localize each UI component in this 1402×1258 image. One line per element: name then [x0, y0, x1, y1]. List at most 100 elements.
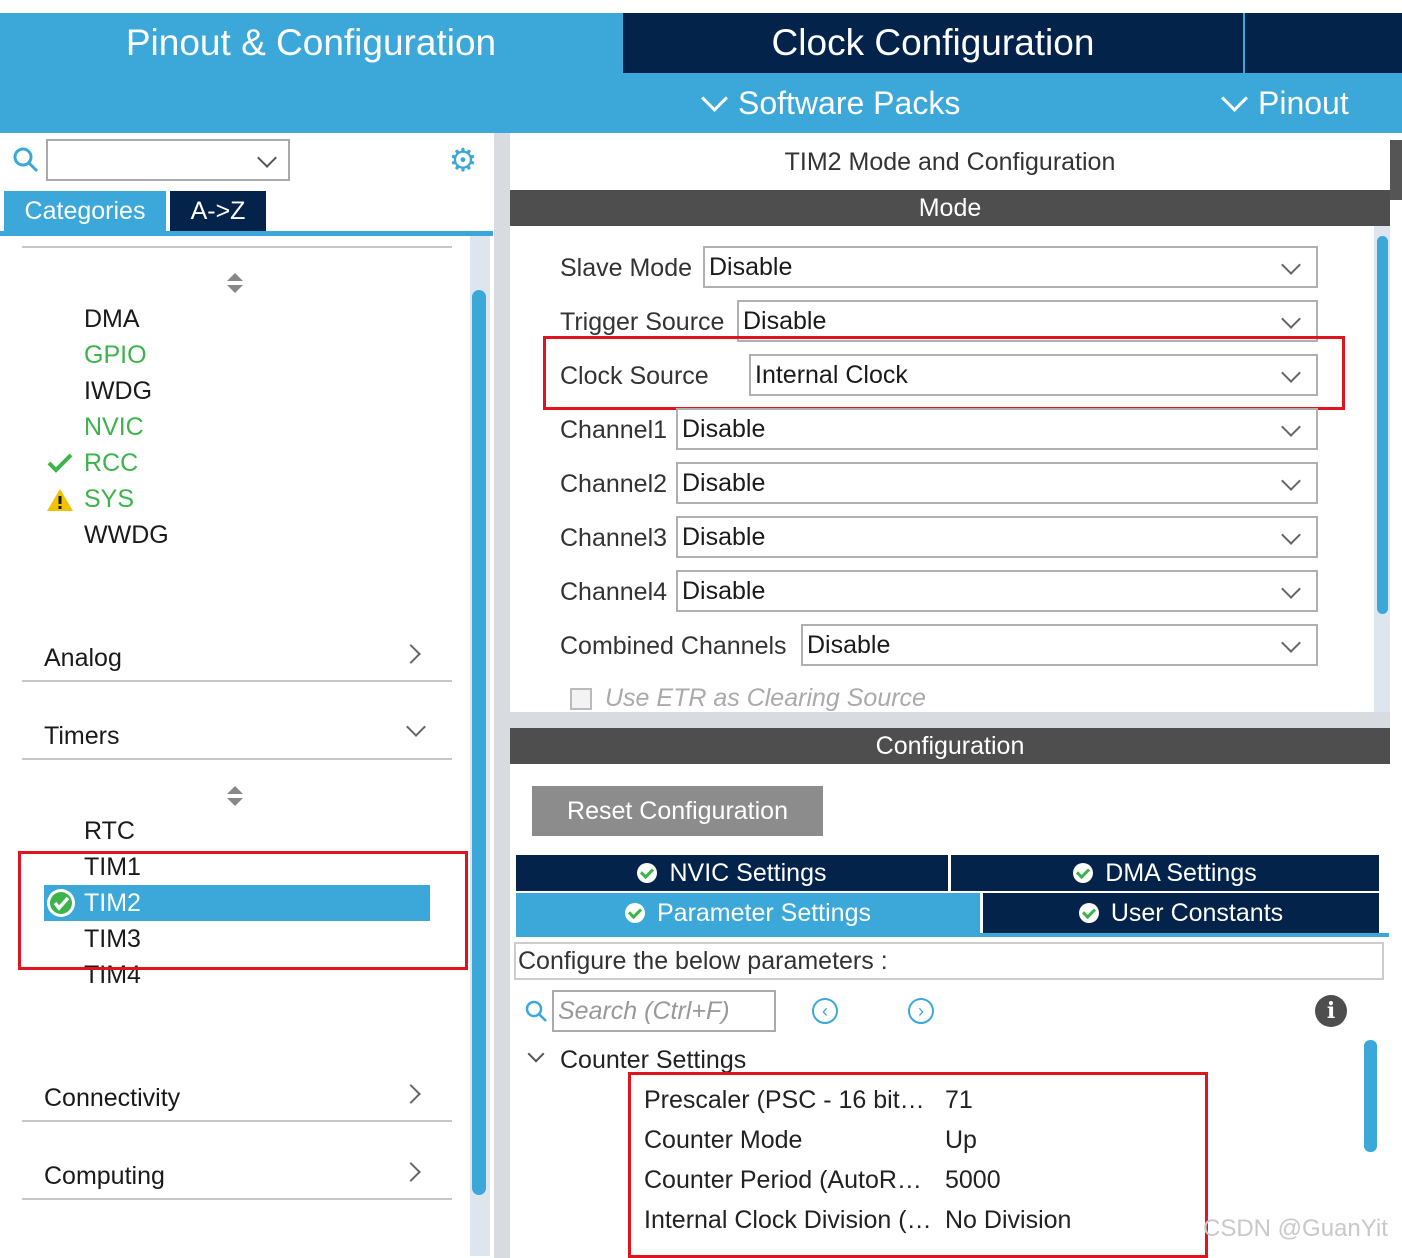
parameter-search-input[interactable]: Search (Ctrl+F)	[552, 990, 776, 1032]
panel-splitter-horizontal[interactable]	[510, 712, 1390, 728]
pinout-menu[interactable]: Pinout	[1221, 85, 1349, 122]
etr-checkbox[interactable]	[570, 688, 592, 710]
chevron-down-icon	[257, 148, 277, 168]
sidebar-scrollbar[interactable]	[472, 290, 486, 1195]
search-icon[interactable]	[524, 999, 548, 1023]
tab-user-constants[interactable]: User Constants	[983, 893, 1379, 933]
sidebar-item-sys[interactable]: SYS	[84, 485, 135, 513]
sort-icon[interactable]	[227, 786, 243, 808]
sidebar-item-dma[interactable]: DMA	[84, 305, 140, 333]
sidebar-item-tim3[interactable]: TIM3	[84, 925, 141, 953]
info-icon[interactable]: i	[1315, 995, 1347, 1027]
tab-clock-configuration[interactable]: Clock Configuration	[623, 13, 1243, 73]
section-computing[interactable]: Computing	[44, 1162, 165, 1190]
combined-channels-select[interactable]: Disable	[801, 624, 1318, 666]
mode-header: Mode	[510, 190, 1390, 226]
param-clock-division-name: Internal Clock Division (…	[644, 1206, 932, 1234]
panel-title: TIM2 Mode and Configuration	[784, 147, 1116, 176]
chevron-down-icon	[1281, 579, 1301, 599]
warning-icon	[47, 489, 73, 511]
channel1-select[interactable]: Disable	[676, 408, 1318, 450]
tab-a-z[interactable]: A->Z	[170, 191, 266, 231]
tab-categories[interactable]: Categories	[4, 191, 166, 231]
sidebar-item-nvic[interactable]: NVIC	[84, 413, 144, 441]
section-timers[interactable]: Timers	[44, 722, 120, 750]
panel-splitter[interactable]	[494, 133, 510, 1258]
channel3-select[interactable]: Disable	[676, 516, 1318, 558]
check-icon	[47, 453, 73, 473]
param-prescaler-name: Prescaler (PSC - 16 bit…	[644, 1086, 925, 1114]
tab-dma-settings[interactable]: DMA Settings	[951, 855, 1379, 891]
divider	[22, 758, 452, 760]
param-counter-mode-value[interactable]: Up	[945, 1126, 977, 1154]
section-connectivity[interactable]: Connectivity	[44, 1084, 181, 1112]
tab-parameter-settings[interactable]: Parameter Settings	[516, 893, 980, 933]
section-analog[interactable]: Analog	[44, 644, 122, 672]
chevron-down-icon	[701, 85, 728, 112]
trigger-source-select[interactable]: Disable	[737, 300, 1318, 342]
divider	[22, 1120, 452, 1122]
tab-underline	[516, 933, 1389, 937]
sidebar-item-tim4[interactable]: TIM4	[84, 961, 141, 989]
slave-mode-label: Slave Mode	[560, 254, 693, 282]
configure-instructions: Configure the below parameters :	[514, 942, 1384, 980]
sidebar-item-wwdg[interactable]: WWDG	[84, 521, 169, 549]
sidebar-item-rcc[interactable]: RCC	[84, 449, 139, 477]
parameters-scrollbar[interactable]	[1364, 1040, 1377, 1152]
watermark: CSDN @GuanYit	[1203, 1215, 1388, 1242]
counter-settings-group[interactable]: Counter Settings	[560, 1046, 747, 1074]
tab-pinout-configuration[interactable]: Pinout & Configuration	[125, 22, 497, 63]
tab-underline	[0, 231, 493, 236]
sidebar-item-iwdg[interactable]: IWDG	[84, 377, 153, 405]
divider	[22, 1198, 452, 1200]
chevron-down-icon	[1281, 255, 1301, 275]
check-circle-icon	[625, 903, 645, 923]
pinout-label: Pinout	[1258, 85, 1349, 121]
mode-scrollbar[interactable]	[1377, 236, 1388, 614]
left-panel	[0, 133, 493, 1258]
channel3-label: Channel3	[560, 524, 668, 552]
channel1-label: Channel1	[560, 416, 668, 444]
software-packs-label: Software Packs	[738, 85, 961, 121]
search-combo[interactable]	[46, 139, 290, 181]
highlight-box-timers	[18, 851, 468, 970]
sidebar-item-gpio[interactable]: GPIO	[84, 341, 147, 369]
channel2-label: Channel2	[560, 470, 668, 498]
check-circle-icon	[1073, 863, 1094, 883]
sidebar-item-tim2[interactable]: TIM2	[84, 889, 141, 917]
slave-mode-select[interactable]: Disable	[703, 246, 1318, 288]
chevron-down-icon	[1281, 417, 1301, 437]
chevron-down-icon	[1281, 633, 1301, 653]
param-counter-period-value[interactable]: 5000	[945, 1166, 1001, 1194]
highlight-box-parameters	[628, 1072, 1208, 1258]
param-clock-division-value[interactable]: No Division	[945, 1206, 1072, 1234]
gear-icon[interactable]: ⚙	[448, 142, 478, 178]
check-circle-icon	[637, 863, 658, 883]
clock-source-label: Clock Source	[560, 362, 709, 390]
software-packs-menu[interactable]: Software Packs	[701, 85, 961, 122]
chevron-down-icon[interactable]	[527, 1045, 545, 1063]
channel4-select[interactable]: Disable	[676, 570, 1318, 612]
chevron-down-icon	[1221, 85, 1248, 112]
divider	[22, 680, 452, 682]
chevron-down-icon	[1281, 525, 1301, 545]
search-icon[interactable]	[12, 146, 40, 174]
configuration-header: Configuration	[510, 728, 1390, 764]
channel2-select[interactable]: Disable	[676, 462, 1318, 504]
tab-nvic-settings[interactable]: NVIC Settings	[516, 855, 948, 891]
combined-channels-label: Combined Channels	[560, 632, 787, 660]
tab-extra[interactable]	[1245, 13, 1402, 73]
sidebar-item-rtc[interactable]: RTC	[84, 817, 135, 845]
sort-icon[interactable]	[227, 273, 243, 295]
reset-configuration-button[interactable]: Reset Configuration	[532, 786, 823, 836]
next-icon[interactable]: ›	[908, 998, 934, 1024]
param-counter-period-name: Counter Period (AutoR…	[644, 1166, 922, 1194]
clock-source-select[interactable]: Internal Clock	[749, 354, 1318, 396]
param-prescaler-value[interactable]: 71	[945, 1086, 973, 1114]
sidebar-item-tim1[interactable]: TIM1	[84, 853, 141, 881]
selected-item-highlight	[44, 885, 430, 921]
panel-edge-handle[interactable]	[1390, 140, 1402, 200]
divider	[22, 246, 452, 248]
previous-icon[interactable]: ‹	[812, 998, 838, 1024]
check-circle-icon	[47, 889, 75, 917]
